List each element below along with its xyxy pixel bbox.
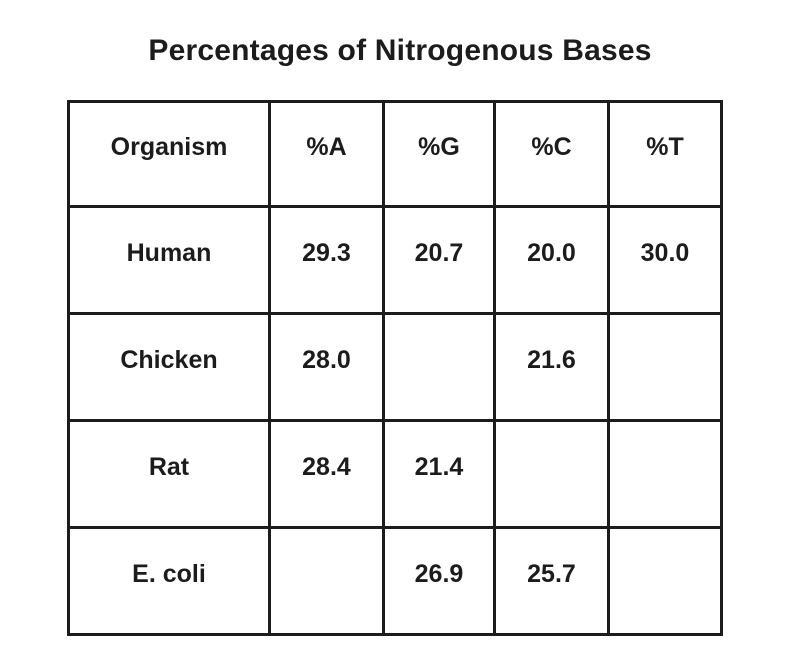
value-cell-a: 28.4 xyxy=(268,419,385,529)
value-cell-c xyxy=(493,419,610,529)
column-header-percent-t: %T xyxy=(607,100,723,208)
value-cell-a xyxy=(268,526,385,636)
table-title: Percentages of Nitrogenous Bases xyxy=(148,34,652,67)
value-cell-c: 20.0 xyxy=(493,205,610,315)
value-cell-g: 20.7 xyxy=(382,205,496,315)
organism-cell: Human xyxy=(67,205,271,315)
table-row-rat: Rat 28.4 21.4 xyxy=(67,419,723,529)
organism-cell: Chicken xyxy=(67,312,271,422)
value-cell-c: 21.6 xyxy=(493,312,610,422)
value-cell-g: 26.9 xyxy=(382,526,496,636)
table-row-chicken: Chicken 28.0 21.6 xyxy=(67,312,723,422)
value-cell-c: 25.7 xyxy=(493,526,610,636)
value-cell-t xyxy=(607,312,723,422)
value-cell-a: 28.0 xyxy=(268,312,385,422)
table-row-ecoli: E. coli 26.9 25.7 xyxy=(67,526,723,636)
value-cell-a: 29.3 xyxy=(268,205,385,315)
table-row-human: Human 29.3 20.7 20.0 30.0 xyxy=(67,205,723,315)
table-header-row: Organism %A %G %C %T xyxy=(67,100,723,208)
column-header-percent-g: %G xyxy=(382,100,496,208)
column-header-organism: Organism xyxy=(67,100,271,208)
organism-cell: Rat xyxy=(67,419,271,529)
column-header-percent-a: %A xyxy=(268,100,385,208)
value-cell-t: 30.0 xyxy=(607,205,723,315)
value-cell-t xyxy=(607,419,723,529)
value-cell-g: 21.4 xyxy=(382,419,496,529)
value-cell-t xyxy=(607,526,723,636)
value-cell-g xyxy=(382,312,496,422)
organism-cell: E. coli xyxy=(67,526,271,636)
nitrogenous-bases-table: Organism %A %G %C %T Human 29.3 20.7 20.… xyxy=(67,100,723,636)
column-header-percent-c: %C xyxy=(493,100,610,208)
